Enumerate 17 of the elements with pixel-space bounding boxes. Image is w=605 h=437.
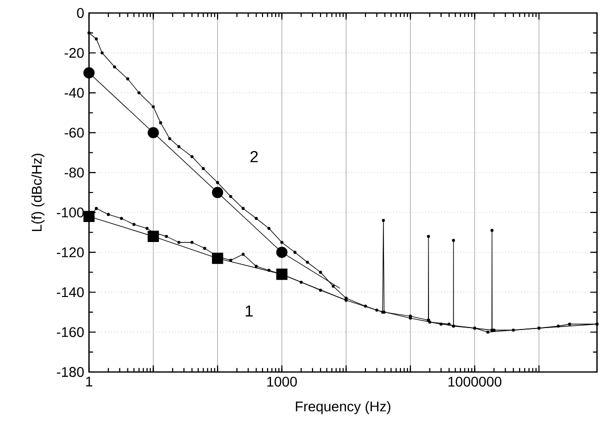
- y-tick-label: -40: [64, 88, 84, 98]
- x-tick-label: 1000000: [448, 376, 502, 387]
- y-axis-title: L(f) (dBc/Hz): [31, 154, 44, 232]
- annotation: 1: [246, 305, 253, 316]
- y-tick-label: -20: [64, 48, 84, 58]
- y-tick-label: -120: [56, 247, 84, 258]
- annotation: 2: [250, 151, 258, 162]
- y-tick-label: -80: [64, 168, 84, 178]
- y-tick-label: 0: [77, 8, 84, 18]
- y-tick-label: -160: [56, 327, 84, 338]
- y-tick-label: -180: [56, 367, 84, 377]
- y-tick-label: -60: [64, 128, 84, 138]
- x-tick-label: 1000: [267, 376, 297, 387]
- y-tick-label: -140: [56, 287, 84, 298]
- x-axis-title: Frequency (Hz): [296, 401, 390, 414]
- x-tick-label: 1: [86, 376, 92, 386]
- y-tick-label: -100: [56, 208, 84, 218]
